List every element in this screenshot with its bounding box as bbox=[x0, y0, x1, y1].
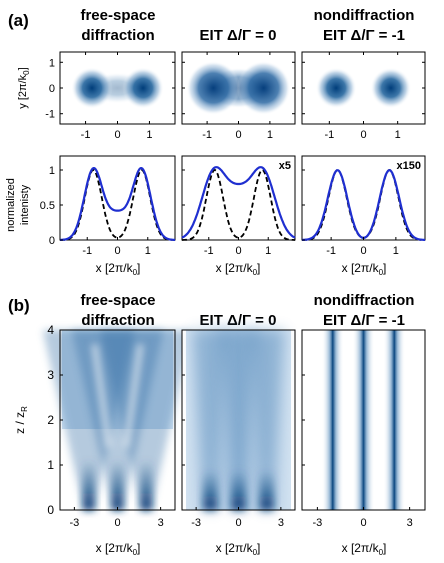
col2-title-line2: EIT Δ/Γ = 0 bbox=[200, 27, 277, 44]
col3-b-title-line2: EIT Δ/Γ = -1 bbox=[323, 312, 405, 329]
a-top-beam-1-2 bbox=[122, 67, 164, 109]
a-mid-xtick-label: -1 bbox=[204, 245, 214, 257]
col1-b-title-line2: diffraction bbox=[81, 312, 154, 329]
b-ytick-label: 3 bbox=[47, 368, 54, 382]
a-top-xtick-label: -1 bbox=[324, 129, 334, 141]
b-ylabel: z / zR bbox=[13, 406, 29, 434]
b-xtick-label: 0 bbox=[235, 517, 241, 529]
a-mid-annotation-2: x5 bbox=[279, 160, 291, 172]
a-top-xtick-label: 1 bbox=[267, 129, 273, 141]
a-xlabel-2: x [2π/k0] bbox=[216, 261, 261, 277]
a-top-xtick-label: -1 bbox=[81, 129, 91, 141]
b-eit-beam-2-1 bbox=[192, 330, 229, 510]
b-ytick-label: 0 bbox=[47, 503, 54, 517]
b-xtick-label: 3 bbox=[278, 517, 284, 529]
col1-title-line2: diffraction bbox=[81, 27, 154, 44]
a-mid-ytick-label: 1 bbox=[49, 165, 55, 177]
b-eit-base-2-3 bbox=[259, 470, 274, 510]
b-ytick-label: 4 bbox=[47, 323, 54, 337]
b-diff-base-1-3 bbox=[140, 460, 153, 510]
axes-group: -1 0 1 -1 0 1 -1 0 1 -1 0 1 -1 0 1 0 0.5 1 -1 0 1 x5 -1 0 1 x150 -… bbox=[40, 51, 426, 529]
b-eit-beam-2-2 bbox=[220, 330, 257, 510]
a-mid-xtick-label: 0 bbox=[360, 245, 366, 257]
col1-title-line1: free-space bbox=[80, 7, 155, 24]
b-xtick-label: -3 bbox=[69, 517, 79, 529]
a-top-beam-3-1 bbox=[315, 67, 357, 109]
a-top-xtick-label: -1 bbox=[202, 129, 212, 141]
b-xlabel-1: x [2π/k0] bbox=[96, 541, 141, 557]
a-top-beam-1-1 bbox=[71, 67, 113, 109]
b-ytick-label: 1 bbox=[47, 458, 54, 472]
a-top-beam-2-1 bbox=[186, 61, 241, 115]
a-mid-dashed-2 bbox=[182, 169, 295, 241]
b-eit-beam-2-3 bbox=[248, 330, 285, 510]
b-col-beam-3-3 bbox=[383, 330, 406, 510]
b-xtick-label: 3 bbox=[407, 517, 413, 529]
a-mid-xtick-label: -1 bbox=[326, 245, 336, 257]
b-col-beam-3-2 bbox=[352, 330, 375, 510]
b-xtick-label: 0 bbox=[114, 517, 120, 529]
a-mid-ytick-label: 0 bbox=[49, 235, 55, 247]
a-top-ylabel: y [2π/k0] bbox=[17, 67, 31, 108]
a-mid-ylabel-line2: intenisty bbox=[19, 184, 31, 225]
col3-title-line2: EIT Δ/Γ = -1 bbox=[323, 27, 405, 44]
col3-title-line1: nondiffraction bbox=[314, 7, 415, 24]
b-col-beam-3-1 bbox=[321, 330, 344, 510]
a-top-xtick-label: 0 bbox=[114, 129, 120, 141]
a-top-xtick-label: 1 bbox=[395, 129, 401, 141]
a-top-beam-2-2 bbox=[236, 61, 291, 115]
panel-a-label: (a) bbox=[8, 11, 29, 30]
a-mid-ytick-label: 0.5 bbox=[40, 200, 55, 212]
a-top-ytick-label: -1 bbox=[45, 109, 55, 121]
b-xlabels: x [2π/k0] x [2π/k0] x [2π/k0] bbox=[96, 541, 387, 557]
a-top-xtick-label: 0 bbox=[360, 129, 366, 141]
b-diff-base-1-1 bbox=[82, 460, 95, 510]
b-diff-cone-1-3 bbox=[100, 330, 193, 510]
panel-b-label: (b) bbox=[8, 296, 30, 315]
b-xlabel-2: x [2π/k0] bbox=[216, 541, 261, 557]
a-top-ytick-label: 1 bbox=[49, 57, 55, 69]
a-mid-xtick-label: 0 bbox=[235, 245, 241, 257]
a-top-ytick-label: 0 bbox=[49, 83, 55, 95]
a-mid-xtick-label: 1 bbox=[265, 245, 271, 257]
a-mid-xtick-label: -1 bbox=[82, 245, 92, 257]
b-ytick-label: 2 bbox=[47, 413, 54, 427]
b-diff-gap-lines bbox=[92, 344, 143, 448]
b-xtick-label: 0 bbox=[360, 517, 366, 529]
a-top-xtick-label: 0 bbox=[235, 129, 241, 141]
b-diff-base-1-2 bbox=[111, 460, 124, 510]
a-mid-frame-1 bbox=[59, 155, 176, 241]
a-xlabel-3: x [2π/k0] bbox=[342, 261, 387, 277]
col2-b-title-line2: EIT Δ/Γ = 0 bbox=[200, 312, 277, 329]
a-mid-solid-1 bbox=[60, 166, 175, 241]
a-mid-xtick-label: 1 bbox=[393, 245, 399, 257]
col3-b-title-line1: nondiffraction bbox=[314, 292, 415, 309]
a-mid-xtick-label: 1 bbox=[145, 245, 151, 257]
a-top-beam-3-2 bbox=[370, 67, 412, 109]
a-mid-solid-2 bbox=[181, 166, 296, 239]
a-mid-ylabel-line1: normalized bbox=[5, 178, 17, 232]
a-top-xtick-label: 1 bbox=[146, 129, 152, 141]
a-mid-frame-2 bbox=[181, 155, 296, 241]
a-mid-annotation-3: x150 bbox=[397, 160, 421, 172]
b-eit-base-2-2 bbox=[231, 470, 246, 510]
b-xlabel-3: x [2π/k0] bbox=[342, 541, 387, 557]
a-xlabels: x [2π/k0] x [2π/k0] x [2π/k0] bbox=[96, 261, 387, 277]
b-xtick-label: -3 bbox=[191, 517, 201, 529]
a-mid-xtick-label: 0 bbox=[114, 245, 120, 257]
a-xlabel-1: x [2π/k0] bbox=[96, 261, 141, 277]
a-mid-frame-3 bbox=[301, 155, 426, 241]
b-eit-base-2-1 bbox=[203, 470, 218, 510]
b-xtick-label: -3 bbox=[312, 517, 322, 529]
b-xtick-label: 3 bbox=[158, 517, 164, 529]
col1-b-title-line1: free-space bbox=[80, 292, 155, 309]
